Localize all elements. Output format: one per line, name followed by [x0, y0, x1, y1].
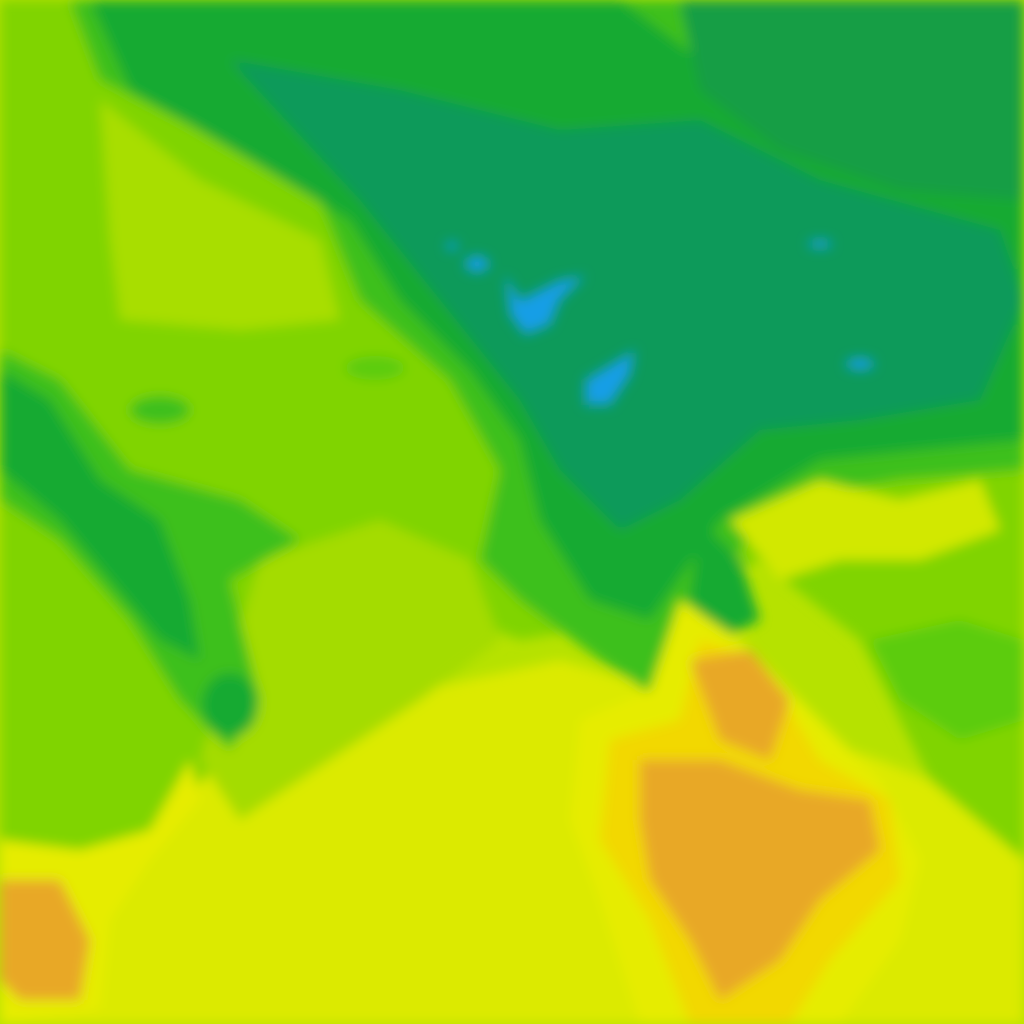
yellow-green-patch-center: [200, 520, 500, 820]
orange-zone-southwest: [0, 880, 90, 1000]
dark-green-east: [680, 0, 1024, 200]
cold-cores: [446, 240, 874, 405]
green-spur-east: [870, 620, 1024, 740]
blue-spot: [505, 275, 585, 335]
dark-green-west: [0, 370, 200, 660]
blue-spot: [465, 256, 489, 272]
dark-green-spot: [202, 673, 258, 737]
teal-core: [230, 60, 1024, 530]
blue-spot: [808, 240, 832, 248]
orange-zone-southeast-1: [690, 650, 790, 760]
green-spot: [345, 356, 405, 380]
green-spot: [130, 396, 190, 424]
yellow-patch-east: [730, 480, 1000, 580]
blue-spot: [846, 358, 874, 370]
blue-spot: [446, 242, 458, 250]
dark-green-spur-south: [690, 520, 760, 640]
orange-zone-southeast-2: [640, 760, 880, 1000]
blue-spot: [585, 350, 635, 405]
yellow-green-patch: [100, 100, 340, 330]
